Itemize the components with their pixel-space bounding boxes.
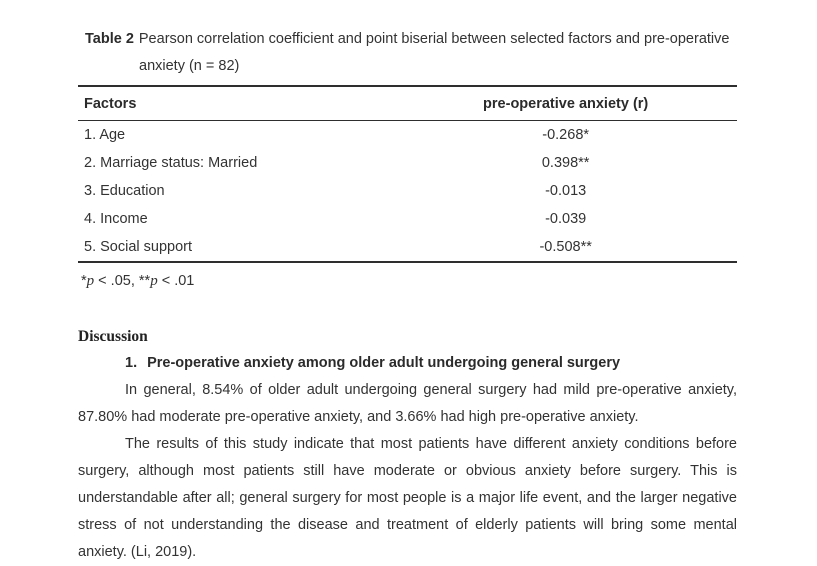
discussion-paragraph-2: The results of this study indicate that …: [78, 436, 737, 560]
factor-cell-marriage: 2. Marriage status: Married: [84, 155, 258, 171]
factor-cell-education: 3. Education: [84, 183, 165, 199]
table-caption-line1: Table 2 Pearson correlation coefficient a…: [78, 26, 737, 53]
table-row: 1. Age -0.268*: [78, 121, 737, 150]
page-content: Table 2 Pearson correlation coefficient a…: [78, 26, 737, 566]
column-header-anxiety-r: pre-operative anxiety (r): [394, 86, 737, 121]
footnote-end: < .01: [157, 273, 195, 289]
table-caption-text: Pearson correlation coefficient and poin…: [138, 31, 730, 47]
correlation-table: Factors pre-operative anxiety (r) 1. Age…: [78, 85, 737, 263]
value-cell-social-support: -0.508**: [539, 239, 592, 255]
footnote-p1: p: [86, 273, 95, 289]
column-header-factors: Factors: [78, 86, 395, 121]
value-cell-age: -0.268*: [542, 127, 590, 143]
factor-cell-social-support: 5. Social support: [84, 239, 193, 255]
significance-footnote: *p < .05, **p < .01: [78, 270, 737, 292]
table-row: 4. Income -0.039: [78, 205, 737, 233]
subsection-heading: 1. Pre-operative anxiety among older adul…: [78, 350, 737, 377]
discussion-section: Discussion 1. Pre-operative anxiety among…: [78, 323, 737, 566]
document-page: Table 2 Pearson correlation coefficient a…: [78, 31, 737, 560]
value-cell-income: -0.039: [545, 211, 587, 227]
discussion-paragraph-1: In general, 8.54% of older adult undergo…: [78, 382, 737, 425]
footnote-star1: *: [81, 273, 87, 289]
footnote-p2: p: [150, 273, 158, 289]
table-caption-label: Table 2: [85, 31, 134, 47]
value-cell-education: -0.013: [545, 183, 587, 199]
subsection-title: Pre-operative anxiety among older adult …: [147, 355, 621, 371]
table-row: 3. Education -0.013: [78, 177, 737, 205]
table-header-row: Factors pre-operative anxiety (r): [78, 86, 737, 121]
discussion-heading: Discussion: [78, 328, 148, 345]
table-caption: Table 2 Pearson correlation coefficient a…: [78, 26, 737, 80]
table-caption-line2: anxiety (n = 82): [78, 53, 737, 80]
subsection-number: 1.: [125, 355, 138, 371]
factor-cell-income: 4. Income: [84, 211, 148, 227]
table-row: 5. Social support -0.508**: [78, 233, 737, 262]
factor-cell-age: 1. Age: [84, 127, 126, 143]
table-row: 2. Marriage status: Married 0.398**: [78, 149, 737, 177]
footnote-mid: < .05, **: [94, 273, 151, 289]
value-cell-marriage: 0.398**: [541, 155, 590, 171]
table-caption-text-continued: anxiety (n = 82): [139, 58, 240, 74]
